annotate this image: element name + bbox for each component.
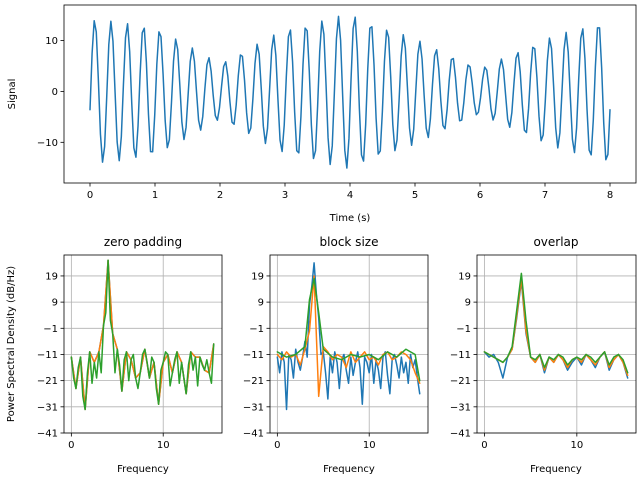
overlap-ytick-label: −11 — [450, 350, 471, 361]
signal-yticks: −10 0 10 — [37, 36, 64, 149]
overlap-ytick-label: 9 — [465, 298, 471, 309]
zero-padding-ytick-label: −31 — [37, 402, 58, 413]
zero-padding-xlabel: Frequency — [117, 464, 169, 475]
zero-padding-ytick-label: −41 — [37, 429, 58, 440]
signal-xtick-label: 2 — [217, 190, 223, 201]
overlap-ytick-label: 19 — [458, 271, 471, 282]
block-size-series-0 — [276, 262, 421, 411]
signal-ytick-label: 0 — [52, 87, 58, 98]
signal-xtick-label: 3 — [282, 190, 288, 201]
zero-padding-xticks: 0 10 — [68, 433, 170, 451]
signal-line — [89, 15, 611, 169]
signal-xtick-label: 1 — [152, 190, 158, 201]
block-size-xtick-label: 0 — [274, 440, 280, 451]
zero-padding-xtick-label: 10 — [157, 440, 170, 451]
overlap-ytick-label: −1 — [456, 324, 471, 335]
block-size-ytick-label: −11 — [243, 350, 264, 361]
overlap-plot-frame — [476, 254, 637, 434]
zero-padding-plot-frame — [63, 254, 223, 434]
overlap-xtick-label: 0 — [481, 440, 487, 451]
overlap-xticks: 0 10 — [481, 433, 583, 451]
overlap-series-layer — [483, 272, 629, 379]
signal-xtick-label: 0 — [87, 190, 93, 201]
block-size-xtick-label: 10 — [363, 440, 376, 451]
overlap-ytick-label: −41 — [450, 429, 471, 440]
zero-padding-grid — [64, 255, 222, 434]
overlap-panel: 0 10 −41 −31 −21 −11 −1 9 19 overlap Frequency — [450, 235, 637, 475]
signal-plot-frame — [63, 4, 637, 184]
block-size-ytick-label: −21 — [243, 376, 264, 387]
overlap-xlabel: Frequency — [530, 464, 582, 475]
signal-xtick-label: 6 — [477, 190, 483, 201]
block-size-xticks: 0 10 — [274, 433, 376, 451]
zero-padding-ytick-label: −11 — [37, 350, 58, 361]
zero-padding-xtick-label: 0 — [68, 440, 74, 451]
psd-ylabel: Power Spectral Density (dB/Hz) — [6, 266, 17, 422]
zero-padding-ytick-label: −21 — [37, 376, 58, 387]
block-size-ytick-label: 19 — [251, 271, 264, 282]
block-size-xlabel: Frequency — [323, 464, 375, 475]
zero-padding-series-1 — [70, 259, 215, 411]
overlap-series-2 — [483, 272, 629, 374]
signal-ytick-label: 10 — [45, 36, 58, 47]
signal-xticks: 0 1 2 3 4 5 6 7 8 — [87, 183, 613, 201]
block-size-grid — [270, 255, 428, 434]
overlap-series-0 — [483, 280, 629, 379]
block-size-series-layer — [276, 262, 421, 411]
overlap-title: overlap — [533, 235, 578, 249]
overlap-xtick-label: 10 — [570, 440, 583, 451]
zero-padding-ytick-label: 19 — [45, 271, 58, 282]
block-size-ytick-label: −1 — [249, 324, 264, 335]
block-size-plot-frame — [269, 254, 429, 434]
zero-padding-series-2 — [70, 259, 215, 411]
signal-xlabel: Time (s) — [329, 213, 371, 224]
block-size-ytick-label: −31 — [243, 402, 264, 413]
zero-padding-title: zero padding — [104, 235, 182, 249]
overlap-grid — [477, 255, 636, 434]
overlap-ytick-label: −31 — [450, 402, 471, 413]
block-size-series-2 — [276, 277, 421, 382]
signal-ytick-label: −10 — [37, 138, 58, 149]
block-size-series-1 — [276, 275, 421, 398]
zero-padding-series-0 — [70, 259, 215, 411]
block-size-yticks: −41 −31 −21 −11 −1 9 19 — [243, 271, 270, 440]
overlap-yticks: −41 −31 −21 −11 −1 9 19 — [450, 271, 477, 440]
block-size-title: block size — [320, 235, 379, 249]
zero-padding-yticks: −41 −31 −21 −11 −1 9 19 — [37, 271, 64, 440]
overlap-ytick-label: −21 — [450, 376, 471, 387]
signal-xtick-label: 4 — [347, 190, 353, 201]
signal-ylabel: Signal — [7, 79, 18, 110]
zero-padding-series-layer — [70, 259, 215, 411]
signal-series-layer — [89, 15, 611, 169]
zero-padding-ytick-label: 9 — [52, 298, 58, 309]
block-size-ytick-label: 9 — [258, 298, 264, 309]
signal-panel: 0 1 2 3 4 5 6 7 8 −10 0 10 Time (s) Signal — [7, 4, 637, 224]
signal-xtick-label: 5 — [412, 190, 418, 201]
signal-xtick-label: 8 — [607, 190, 613, 201]
signal-xtick-label: 7 — [542, 190, 548, 201]
zero-padding-panel: 0 10 −41 −31 −21 −11 −1 9 19 zero padding Frequ… — [6, 235, 223, 475]
block-size-ytick-label: −41 — [243, 429, 264, 440]
block-size-panel: 0 10 −41 −31 −21 −11 −1 9 19 block size Frequen… — [243, 235, 429, 475]
zero-padding-ytick-label: −1 — [43, 324, 58, 335]
